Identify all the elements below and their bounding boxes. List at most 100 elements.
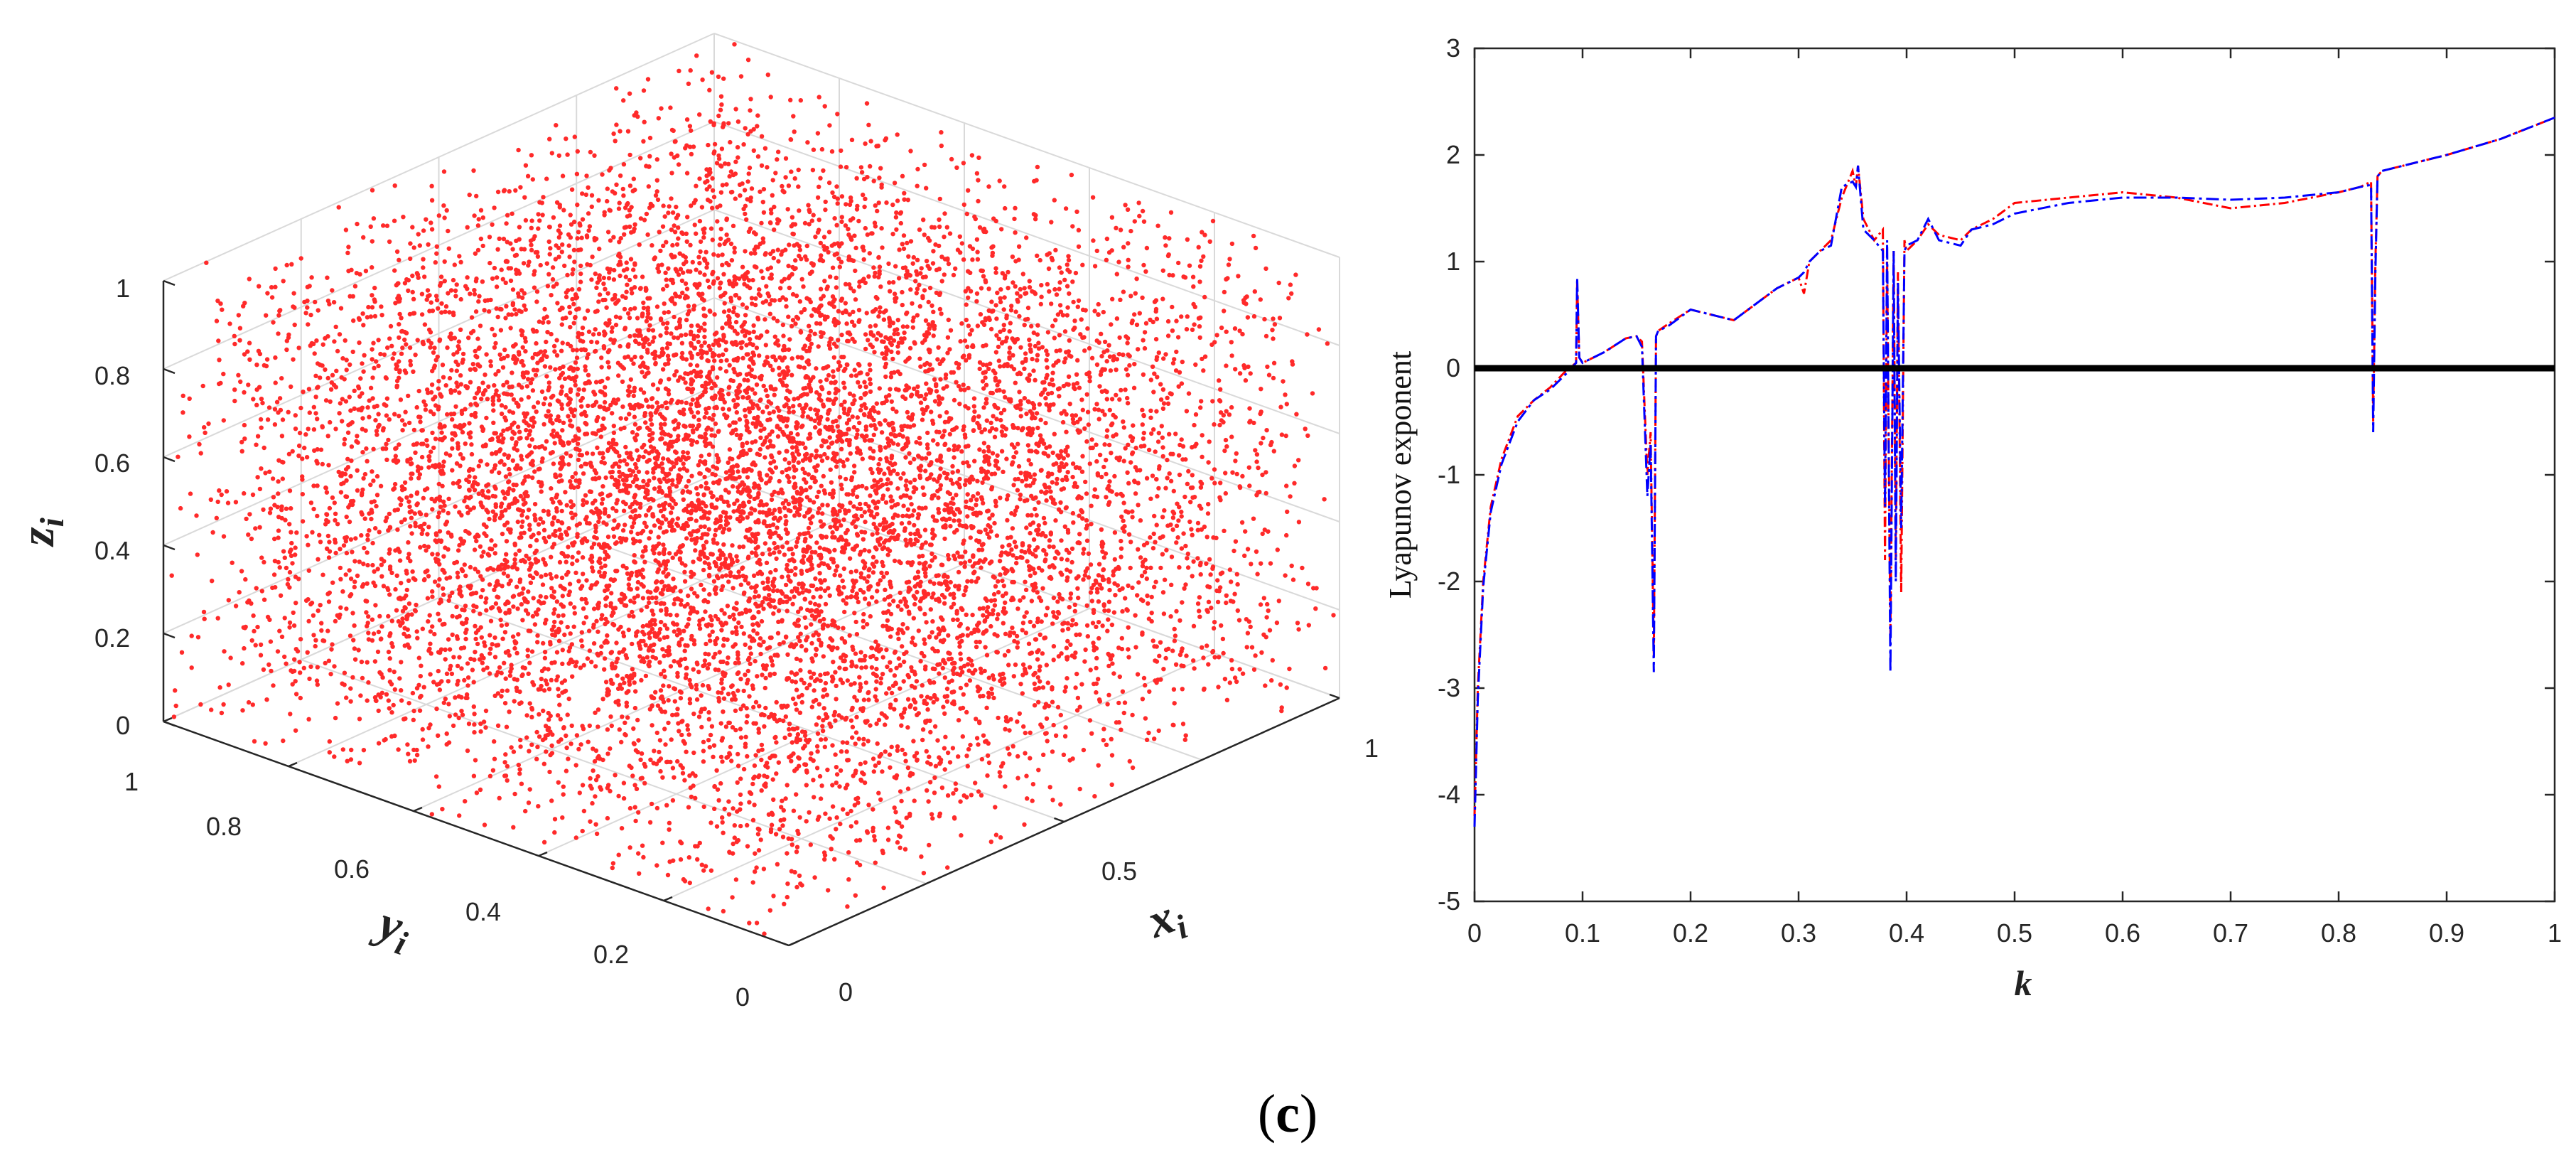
scatter-point <box>1013 284 1018 289</box>
scatter-point <box>1130 712 1135 718</box>
scatter-point <box>574 355 580 360</box>
scatter-point <box>1064 547 1069 552</box>
scatter-point <box>645 315 650 320</box>
scatter-point <box>505 240 510 245</box>
scatter-point <box>471 704 476 709</box>
scatter-point <box>789 758 794 763</box>
scatter-point <box>1104 471 1109 477</box>
scatter-point <box>434 706 439 712</box>
scatter-point <box>547 769 552 775</box>
scatter-point <box>966 746 971 752</box>
scatter-point <box>1122 524 1127 529</box>
scatter-point <box>475 569 481 574</box>
scatter-point <box>1065 578 1069 583</box>
scatter-point <box>252 739 257 744</box>
scatter-point <box>691 144 696 149</box>
scatter-point <box>269 295 275 300</box>
scatter-point <box>659 672 664 677</box>
scatter-point <box>803 531 808 536</box>
scatter-point <box>683 332 689 337</box>
scatter-point <box>837 414 842 420</box>
scatter-point <box>587 723 592 729</box>
scatter-point <box>789 356 794 361</box>
scatter-point <box>984 705 989 710</box>
scatter-point <box>689 608 694 614</box>
scatter-point <box>828 274 833 279</box>
scatter-point <box>680 719 685 724</box>
scatter-point <box>496 368 501 374</box>
scatter-point <box>872 274 877 279</box>
scatter-point <box>888 667 893 673</box>
scatter-point <box>773 358 778 363</box>
scatter-point <box>838 573 843 578</box>
scatter-point <box>519 558 524 564</box>
scatter-point <box>881 317 887 322</box>
scatter-point <box>1130 509 1135 514</box>
scatter-point <box>320 572 325 577</box>
scatter-point <box>268 639 274 644</box>
scatter-point <box>753 851 758 856</box>
scatter-point <box>919 694 924 699</box>
scatter-point <box>652 486 657 491</box>
scatter-point <box>419 454 425 460</box>
scatter-point <box>1070 461 1076 466</box>
scatter-point <box>1035 353 1040 358</box>
scatter-point <box>921 871 927 876</box>
scatter-point <box>459 709 464 714</box>
scatter-point <box>473 414 478 419</box>
scatter-point <box>472 730 477 735</box>
scatter-point <box>541 557 546 562</box>
scatter-point <box>437 618 442 623</box>
scatter-point <box>276 535 281 540</box>
scatter-point <box>421 257 426 262</box>
scatter-point <box>446 637 451 642</box>
scatter-point <box>675 437 681 442</box>
scatter-point <box>1020 478 1025 484</box>
scatter-point <box>708 732 713 738</box>
scatter-point <box>718 523 723 529</box>
gridline <box>576 535 1202 761</box>
scatter-point <box>1192 666 1197 671</box>
scatter-point <box>679 602 684 607</box>
scatter-point <box>1025 305 1031 311</box>
scatter-point <box>536 226 541 231</box>
scatter-point <box>704 427 709 432</box>
scatter-point <box>911 254 917 260</box>
scatter-point <box>529 742 534 747</box>
scatter-point <box>758 446 763 452</box>
scatter-point <box>986 760 992 766</box>
scatter-point <box>733 708 738 713</box>
scatter-point <box>620 379 625 385</box>
scatter-point <box>441 586 446 591</box>
scatter-point <box>180 393 185 398</box>
scatter-point <box>624 655 630 660</box>
scatter-point <box>924 186 929 191</box>
scatter-point <box>802 514 807 519</box>
scatter-point <box>444 576 449 581</box>
scatter-point <box>217 488 222 493</box>
scatter-point <box>460 429 465 435</box>
scatter-point <box>952 447 956 453</box>
scatter-point <box>1288 282 1293 287</box>
scatter-point <box>387 239 392 245</box>
scatter-point <box>851 463 857 468</box>
scatter-point <box>794 314 799 320</box>
scatter-point <box>917 394 922 399</box>
scatter-point <box>881 885 886 891</box>
scatter-point <box>390 356 395 361</box>
scatter-point <box>756 406 761 411</box>
scatter-point <box>564 451 569 456</box>
scatter-point <box>936 345 941 350</box>
scatter-point <box>505 574 510 579</box>
scatter-point <box>1015 645 1020 650</box>
scatter-point <box>321 638 327 643</box>
scatter-point <box>762 724 767 729</box>
scatter-point <box>1038 433 1043 438</box>
scatter-point <box>496 397 502 402</box>
scatter-point <box>606 441 612 446</box>
scatter-point <box>854 838 859 843</box>
scatter-point <box>1040 345 1045 350</box>
scatter-point <box>423 402 428 408</box>
scatter-point <box>966 406 971 411</box>
scatter-point <box>675 516 681 521</box>
